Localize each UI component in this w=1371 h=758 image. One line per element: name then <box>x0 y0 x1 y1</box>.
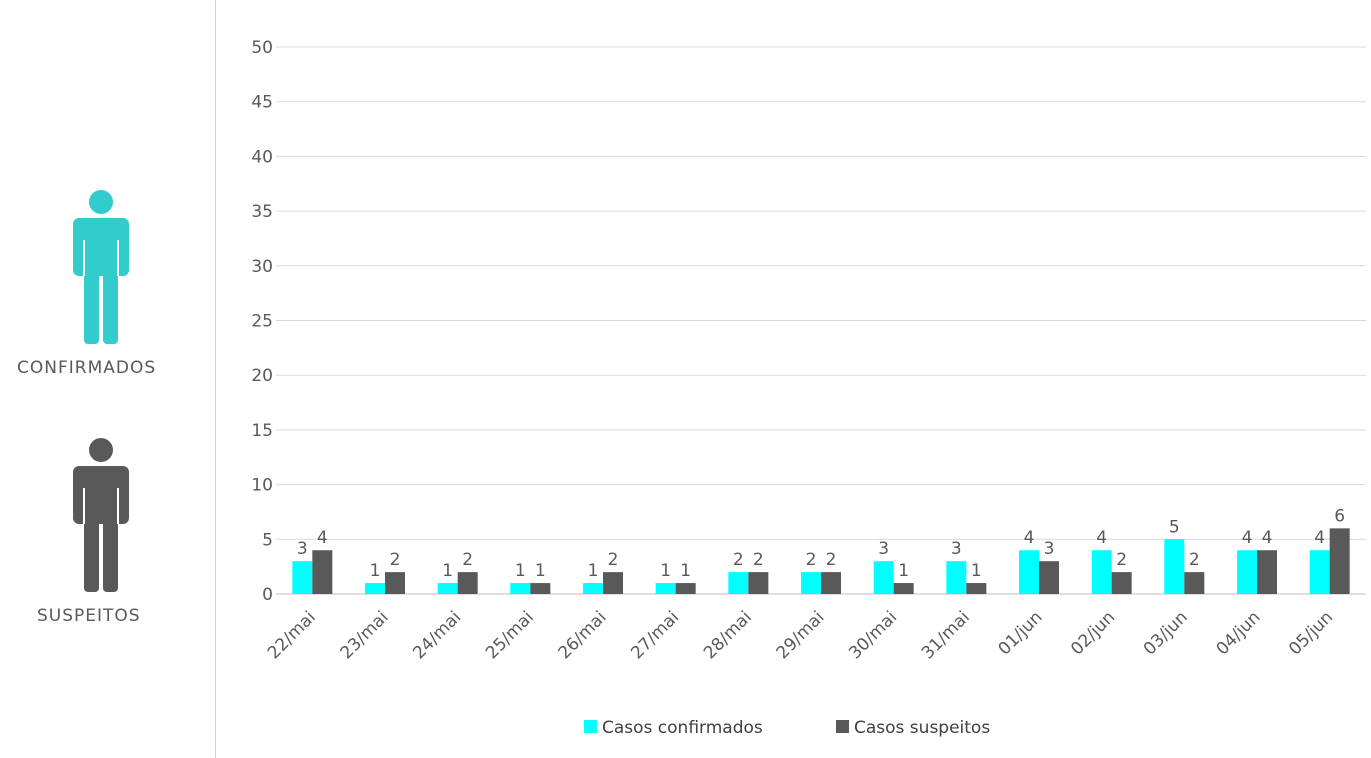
bar-confirmed-14 <box>1309 550 1330 594</box>
y-tick-label-5: 5 <box>262 530 273 550</box>
x-tick-label-6: 28/mai <box>700 607 756 663</box>
x-tick-label-0: 22/mai <box>264 607 320 663</box>
y-tick-label-15: 15 <box>251 421 273 441</box>
bar-confirmed-12 <box>1164 539 1185 594</box>
y-tick-label-50: 50 <box>251 38 273 58</box>
x-tick-label-13: 04/jun <box>1212 607 1264 659</box>
data-label-confirmed-13: 4 <box>1242 528 1253 548</box>
data-label-confirmed-7: 2 <box>806 550 817 570</box>
bar-suspected-3 <box>530 583 551 594</box>
y-tick-label-30: 30 <box>251 257 273 277</box>
data-label-confirmed-12: 5 <box>1169 517 1180 537</box>
data-label-confirmed-3: 1 <box>515 561 526 581</box>
x-tick-label-12: 03/jun <box>1140 607 1192 659</box>
suspected-person-icon <box>73 438 129 592</box>
bar-suspected-13 <box>1257 550 1277 594</box>
bar-confirmed-9 <box>946 561 967 594</box>
bar-confirmed-1 <box>365 583 385 594</box>
legend-entry-confirmed: Casos confirmados <box>602 718 763 738</box>
legend-swatch-suspected <box>836 720 849 733</box>
x-tick-label-10: 01/jun <box>994 607 1046 659</box>
data-label-suspected-5: 1 <box>680 561 691 581</box>
x-tick-label-4: 26/mai <box>555 607 611 663</box>
data-label-confirmed-10: 4 <box>1024 528 1035 548</box>
data-label-confirmed-6: 2 <box>733 550 744 570</box>
sidebar-legend: CONFIRMADOS SUSPEITOS <box>0 0 215 758</box>
x-tick-label-5: 27/mai <box>627 607 683 663</box>
data-label-confirmed-9: 3 <box>951 539 962 559</box>
bar-suspected-8 <box>893 583 914 594</box>
x-tick-label-7: 29/mai <box>773 607 829 663</box>
y-tick-label-25: 25 <box>251 312 273 332</box>
data-label-suspected-6: 2 <box>753 550 764 570</box>
legend-entry-suspected: Casos suspeitos <box>854 718 990 738</box>
x-tick-label-2: 24/mai <box>409 607 465 663</box>
data-label-suspected-9: 1 <box>971 561 982 581</box>
bar-confirmed-3 <box>510 583 531 594</box>
data-label-suspected-3: 1 <box>535 561 546 581</box>
data-label-confirmed-0: 3 <box>297 539 308 559</box>
data-label-confirmed-14: 4 <box>1314 528 1325 548</box>
bar-confirmed-13 <box>1237 550 1257 594</box>
y-tick-label-10: 10 <box>251 476 273 496</box>
bar-confirmed-2 <box>437 583 458 594</box>
bar-confirmed-10 <box>1019 550 1039 594</box>
bar-suspected-0 <box>312 550 333 594</box>
bar-suspected-5 <box>675 583 696 594</box>
bar-confirmed-5 <box>655 583 676 594</box>
data-label-suspected-11: 2 <box>1116 550 1127 570</box>
bar-confirmed-7 <box>801 572 821 594</box>
bar-confirmed-6 <box>728 572 749 594</box>
bar-confirmed-0 <box>292 561 313 594</box>
bar-suspected-9 <box>966 583 987 594</box>
bar-chart: 051015202530354045503422/mai1223/mai1224… <box>251 38 1366 738</box>
divider <box>215 0 216 758</box>
data-label-confirmed-5: 1 <box>660 561 671 581</box>
data-label-suspected-12: 2 <box>1189 550 1200 570</box>
data-label-suspected-10: 3 <box>1044 539 1055 559</box>
bar-suspected-2 <box>457 572 478 594</box>
x-tick-label-3: 25/mai <box>482 607 538 663</box>
data-label-suspected-1: 2 <box>390 550 401 570</box>
y-tick-label-20: 20 <box>251 366 273 386</box>
y-tick-label-45: 45 <box>251 93 273 113</box>
y-tick-label-35: 35 <box>251 202 273 222</box>
bar-confirmed-4 <box>583 583 603 594</box>
bar-confirmed-8 <box>873 561 894 594</box>
y-tick-label-0: 0 <box>262 585 273 605</box>
legend-swatch-confirmed <box>584 720 597 733</box>
x-tick-label-9: 31/mai <box>918 607 974 663</box>
y-tick-label-40: 40 <box>251 147 273 167</box>
x-tick-label-1: 23/mai <box>337 607 393 663</box>
x-tick-label-14: 05/jun <box>1285 607 1337 659</box>
bar-suspected-4 <box>603 572 623 594</box>
data-label-confirmed-2: 1 <box>442 561 453 581</box>
data-label-suspected-8: 1 <box>898 561 909 581</box>
data-label-confirmed-8: 3 <box>878 539 889 559</box>
bar-suspected-11 <box>1111 572 1132 594</box>
bar-confirmed-11 <box>1091 550 1112 594</box>
bar-suspected-14 <box>1329 528 1350 594</box>
x-tick-label-8: 30/mai <box>845 607 901 663</box>
data-label-suspected-4: 2 <box>608 550 619 570</box>
data-label-confirmed-1: 1 <box>370 561 381 581</box>
confirmed-person-icon <box>73 190 129 344</box>
suspected-label: SUSPEITOS <box>37 606 141 626</box>
x-tick-label-11: 02/jun <box>1067 607 1119 659</box>
data-label-confirmed-4: 1 <box>588 561 599 581</box>
bar-suspected-6 <box>748 572 769 594</box>
data-label-suspected-2: 2 <box>462 550 473 570</box>
bar-suspected-12 <box>1184 572 1205 594</box>
data-label-confirmed-11: 4 <box>1096 528 1107 548</box>
data-label-suspected-14: 6 <box>1334 506 1345 526</box>
confirmed-label: CONFIRMADOS <box>17 358 157 378</box>
data-label-suspected-13: 4 <box>1262 528 1273 548</box>
bar-suspected-10 <box>1039 561 1059 594</box>
data-label-suspected-0: 4 <box>317 528 328 548</box>
data-label-suspected-7: 2 <box>826 550 837 570</box>
bar-suspected-1 <box>385 572 405 594</box>
bar-suspected-7 <box>821 572 841 594</box>
